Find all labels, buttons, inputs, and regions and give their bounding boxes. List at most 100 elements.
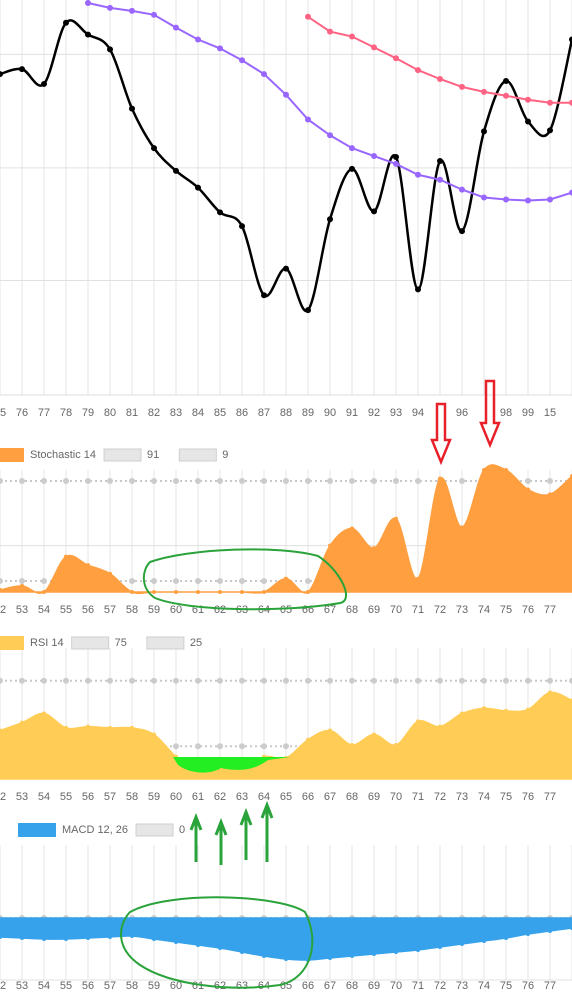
x-tick-label: 92 (368, 407, 380, 419)
point (108, 725, 112, 730)
x-tick-label: 54 (38, 791, 50, 803)
point (218, 946, 222, 950)
point (108, 571, 112, 576)
point (20, 583, 24, 588)
point (217, 209, 223, 216)
x-tick-label: 74 (478, 604, 490, 616)
point (438, 945, 442, 949)
point (481, 128, 487, 135)
band-dot (0, 578, 3, 585)
x-tick-label: 72 (434, 791, 446, 803)
point (196, 769, 200, 774)
x-tick-label: 56 (82, 791, 94, 803)
band-dot (327, 677, 333, 684)
x-tick-label: 77 (544, 604, 556, 616)
band-dot (261, 578, 267, 585)
point (394, 950, 398, 954)
point (196, 590, 200, 594)
x-tick-label: 98 (500, 407, 512, 419)
x-tick-label: 72 (434, 604, 446, 616)
point (525, 197, 531, 204)
x-tick-label: 59 (148, 791, 160, 803)
point (240, 590, 244, 594)
band-dot (261, 477, 267, 484)
point (438, 724, 442, 729)
point (328, 543, 332, 548)
x-tick-label: 52 (0, 604, 6, 616)
x-tick-label: 86 (236, 407, 248, 419)
point (152, 732, 156, 737)
x-tick-label: 65 (280, 791, 292, 803)
point (416, 576, 420, 581)
point (393, 154, 399, 161)
point (371, 44, 377, 51)
point (240, 767, 244, 772)
band-dot (129, 578, 135, 585)
x-tick-label: 57 (104, 791, 116, 803)
x-tick-label: 85 (214, 407, 226, 419)
legend-band-swatch (146, 636, 185, 650)
x-tick-label: 76 (16, 407, 28, 419)
x-tick-label: 57 (104, 604, 116, 616)
band-dot (261, 677, 267, 684)
point (482, 468, 486, 472)
x-tick-label: 96 (456, 407, 468, 419)
x-tick-label: 87 (258, 407, 270, 419)
point (437, 157, 443, 164)
band-dot (41, 477, 47, 484)
x-tick-label: 72 (434, 980, 446, 992)
band-dot (283, 477, 289, 484)
point (503, 77, 509, 84)
point (459, 83, 465, 90)
point (107, 4, 113, 11)
band-dot (41, 578, 47, 585)
x-tick-label: 69 (368, 791, 380, 803)
x-tick-label: 56 (82, 604, 94, 616)
point (504, 708, 508, 713)
x-tick-label: 64 (258, 604, 270, 616)
x-tick-label: 83 (170, 407, 182, 419)
x-tick-label: 91 (346, 407, 358, 419)
x-tick-label: 77 (544, 791, 556, 803)
band-dot (195, 477, 201, 484)
point (86, 563, 90, 568)
x-tick-label: 73 (456, 791, 468, 803)
point (438, 476, 442, 481)
point (350, 526, 354, 531)
legend-label: Stochastic 14 (30, 449, 96, 461)
x-tick-label: 64 (258, 980, 270, 992)
x-tick-label: 78 (60, 407, 72, 419)
x-tick-label: 88 (280, 407, 292, 419)
band-dot (0, 677, 3, 684)
point (20, 720, 24, 725)
point (239, 223, 245, 230)
area (0, 917, 572, 961)
point (569, 36, 572, 43)
point (262, 954, 266, 958)
band-dot (261, 743, 267, 750)
point (415, 171, 421, 178)
x-tick-label: 73 (456, 604, 468, 616)
point (305, 116, 311, 123)
band-dot (305, 477, 311, 484)
x-tick-label: 61 (192, 604, 204, 616)
point (174, 940, 178, 944)
point (152, 590, 156, 594)
legend-label: 75 (115, 637, 127, 649)
x-tick-label: 63 (236, 980, 248, 992)
x-tick-label: 89 (302, 407, 314, 419)
point (129, 105, 135, 112)
legend-band-swatch (71, 636, 110, 650)
x-tick-label: 53 (16, 604, 28, 616)
point (460, 525, 464, 530)
x-tick-label: 69 (368, 980, 380, 992)
point (459, 186, 465, 193)
point (64, 554, 68, 559)
point (547, 99, 553, 106)
x-tick-label: 82 (148, 407, 160, 419)
band-dot (459, 477, 465, 484)
x-tick-label: 90 (324, 407, 336, 419)
x-tick-label: 60 (170, 791, 182, 803)
x-tick-label: 58 (126, 980, 138, 992)
